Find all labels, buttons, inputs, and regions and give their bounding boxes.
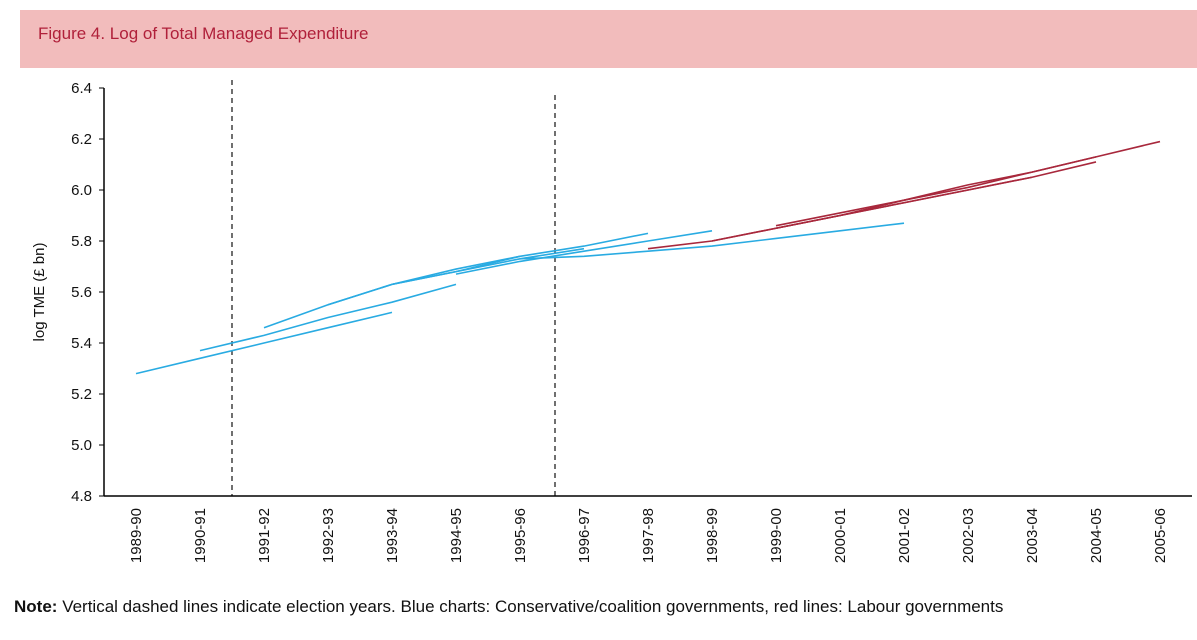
note-label: Note:: [14, 597, 58, 616]
y-axis-label: log TME (£ bn): [31, 243, 48, 342]
x-tick-label: 1995-96: [512, 508, 529, 563]
y-tick-label: 5.2: [71, 386, 92, 403]
x-tick-label: 1998-99: [704, 508, 721, 563]
series-line: [519, 222, 905, 260]
series-line: [775, 156, 1097, 230]
x-tick-label: 1993-94: [384, 508, 401, 563]
note: Note: Vertical dashed lines indicate ele…: [14, 597, 1003, 617]
y-tick-label: 5.4: [71, 335, 92, 352]
x-tick-label: 1994-95: [448, 508, 465, 563]
x-tick-label: 1997-98: [640, 508, 657, 563]
chart-title: Figure 4. Log of Total Managed Expenditu…: [38, 24, 369, 43]
x-tick-label: 2001-02: [896, 508, 913, 563]
x-tick-label: 1996-97: [576, 508, 593, 563]
x-tick-label: 2003-04: [1024, 508, 1041, 563]
title-bar: Figure 4. Log of Total Managed Expenditu…: [20, 10, 1197, 68]
y-tick-label: 4.8: [71, 488, 92, 505]
series-line: [135, 311, 393, 375]
series-line: [391, 232, 649, 286]
series-line: [199, 283, 457, 352]
y-tick-label: 5.0: [71, 437, 92, 454]
x-tick-label: 2002-03: [960, 508, 977, 563]
series-line: [775, 140, 1161, 227]
y-tick-label: 6.0: [71, 182, 92, 199]
x-tick-label: 2000-01: [832, 508, 849, 563]
series-line: [711, 161, 1097, 242]
y-tick-label: 5.6: [71, 284, 92, 301]
x-tick-label: 1992-93: [320, 508, 337, 563]
y-tick-label: 5.8: [71, 233, 92, 250]
x-tick-label: 1999-00: [768, 508, 785, 563]
series-line: [455, 230, 713, 275]
x-tick-label: 1989-90: [128, 508, 145, 563]
y-tick-label: 6.4: [71, 80, 92, 97]
x-tick-label: 1990-91: [192, 508, 209, 563]
x-tick-label: 2004-05: [1088, 508, 1105, 563]
note-text: Vertical dashed lines indicate election …: [62, 597, 1004, 616]
y-tick-label: 6.2: [71, 131, 92, 148]
x-tick-label: 1991-92: [256, 508, 273, 563]
x-tick-label: 2005-06: [1152, 508, 1169, 563]
